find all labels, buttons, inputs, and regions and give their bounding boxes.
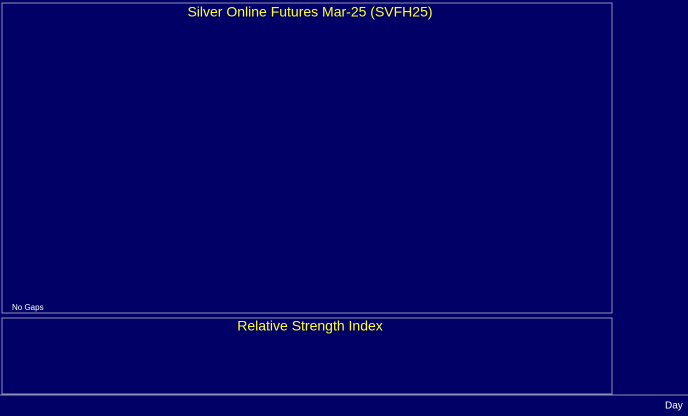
rsi-title: Relative Strength Index: [237, 318, 383, 334]
chart-title: Silver Online Futures Mar-25 (SVFH25): [187, 4, 432, 20]
price-panel: [1, 2, 613, 314]
rsi-panel: [1, 317, 613, 395]
annotation: No Gaps: [12, 303, 44, 312]
x-axis-unit: Day: [665, 401, 683, 412]
